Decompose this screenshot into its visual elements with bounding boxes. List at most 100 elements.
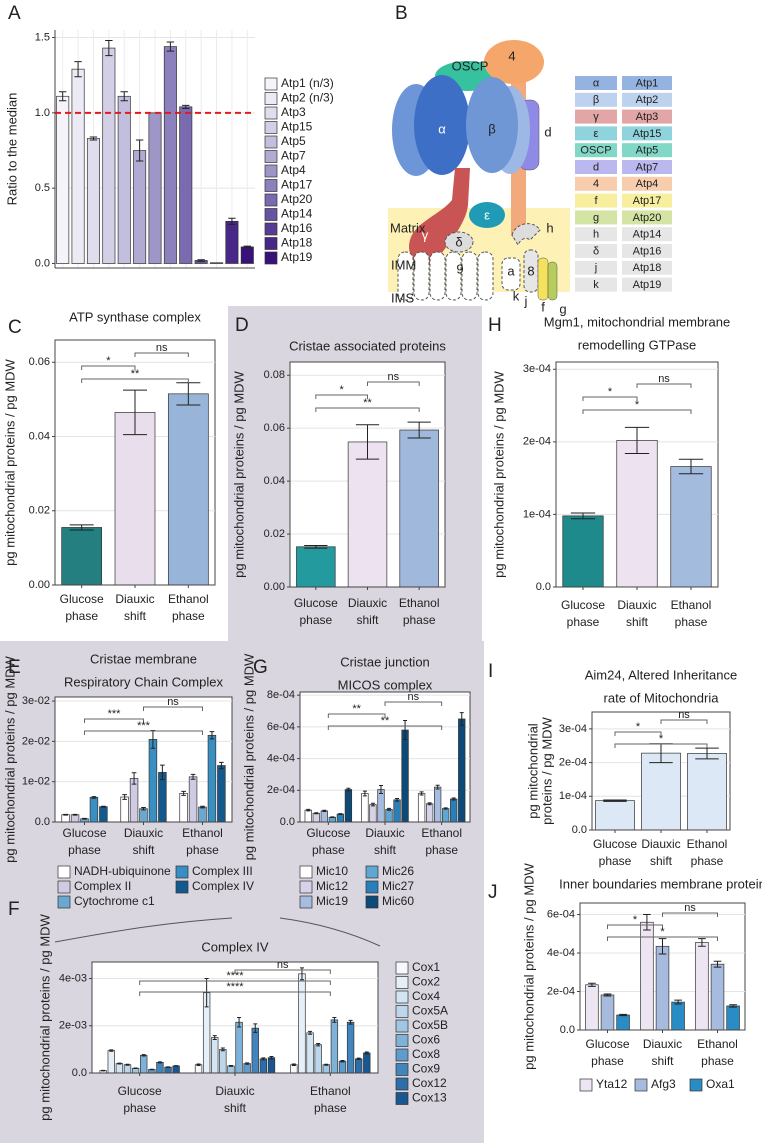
error-bar [322,809,327,813]
bar [399,429,439,588]
x-tick-label: phase [403,613,436,627]
significance-label: **** [226,970,244,982]
y-axis-label: Ratio to the median [4,93,19,206]
error-bar [220,1047,225,1052]
bar [346,1021,355,1074]
error-bar [63,813,68,816]
bar [298,973,306,1074]
panel-label: I [488,661,493,682]
error-bar [695,747,719,760]
subunit-a [501,257,521,291]
bar [148,738,158,823]
c-ring [397,251,494,301]
error-bar [698,938,706,947]
legend-swatch [365,865,379,879]
bar [164,1066,172,1074]
subunit-f [537,257,549,301]
y-tick-label: 3e-04 [559,723,587,735]
chart-title: Aim24, Altered Inheritance [585,667,737,682]
bar [172,1065,180,1074]
legend-swatch [264,77,278,91]
chart-title: ATP synthase complex [69,309,201,324]
y-axis-label: pg mitochondrial proteins / pg MDW [491,370,506,577]
x-tick-label: shift [356,613,379,627]
error-bar [74,61,82,78]
chart-title: MICOS complex [338,677,433,692]
y-tick-label: 0.04 [29,430,50,442]
legend-swatch [264,208,278,221]
significance-label: ns [388,371,400,383]
x-tick-label: Glucose [306,826,350,840]
legend-label: Cox12 [412,1076,447,1090]
diagram-label: h [546,220,553,235]
bar [336,813,345,823]
x-tick-label: Glucose [593,837,637,851]
bar [585,984,599,1031]
error-bar [624,426,650,454]
error-bar [713,960,722,968]
x-tick-label: Glucose [118,1084,162,1098]
x-tick-label: Diauxic [643,1037,682,1051]
error-bar [435,784,440,790]
bar [102,47,116,264]
significance-bracket [139,991,331,996]
legend-label: Atp18 [281,236,313,250]
error-bar [619,1013,627,1017]
diagram-label: IMS [391,290,414,305]
error-bar [200,805,205,809]
bar [115,1063,124,1074]
bar [114,412,156,586]
diagram-label: γ [422,227,429,242]
diagram-label: d [544,124,551,139]
error-bar [72,813,78,816]
legend-swatch [175,865,189,879]
subunit-epsilon [469,202,505,228]
x-tick-label: phase [691,854,724,868]
error-bar [348,1019,353,1025]
error-bar [253,1023,258,1033]
bar [687,753,727,831]
subunit-gene: Atp7 [636,161,659,173]
x-tick-label: phase [312,843,345,857]
chart-title: Complex IV [201,939,269,954]
y-tick-label: 0.02 [29,505,50,517]
y-axis-label: pg mitochondrial proteins / pg MDW [241,653,256,860]
error-bar [729,1004,737,1008]
error-bar [204,978,209,1008]
table-cell [575,210,617,225]
subunit-symbol: OSCP [580,145,611,157]
significance-bracket [614,743,708,748]
bar [259,1058,268,1074]
table-cell [575,160,617,174]
diagram-label: OSCP [452,58,489,73]
panel-label: E [8,657,21,678]
y-tick-label: 0.06 [264,422,285,434]
error-bar [182,104,190,109]
subunit-g [547,261,558,301]
bar [188,776,198,823]
chart: J Inner boundaries membrane protein pg mit… [488,862,762,1092]
subunit-symbol: γ [593,111,599,123]
error-bar [245,1062,250,1065]
legend-label: Atp3 [281,105,306,119]
legend-swatch [395,1092,409,1105]
significance-label: ns [408,691,420,703]
bar [304,809,312,823]
error-bar [346,787,351,792]
error-bar [304,544,328,549]
error-bar [237,1017,242,1028]
bar [198,806,207,823]
y-axis-label: pg mitochondrial [525,723,540,818]
significance-bracket [607,936,718,941]
y-tick-label: 0.04 [264,475,285,487]
x-tick-label: phase [425,843,458,857]
bar [641,752,681,831]
y-axis-label: pg mitochondrial proteins / pg MDW [521,862,536,1069]
error-bar [403,720,408,741]
x-tick-label: phase [701,1054,734,1068]
error-bar [588,982,596,987]
legend-swatch [579,1078,593,1092]
error-bar [131,772,137,785]
